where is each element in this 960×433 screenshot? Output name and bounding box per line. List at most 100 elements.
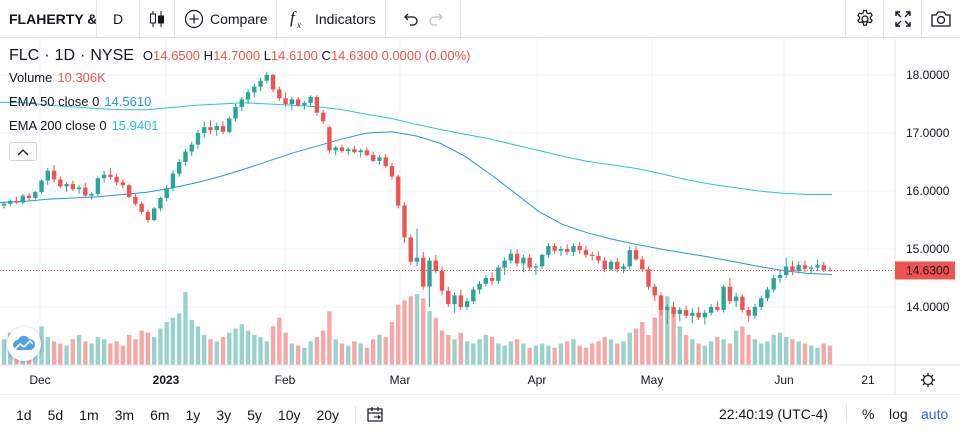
time-axis-label: 2023 [153, 373, 180, 387]
range-1y[interactable]: 1y [185, 406, 201, 423]
ema200-line [0, 101, 832, 195]
undo-icon[interactable] [401, 10, 419, 28]
price-chart[interactable]: 18.0000 17.0000 16.0000 15.0000 14.0000 14.63… [0, 39, 960, 395]
candle-body [815, 265, 820, 268]
volume-bar [539, 343, 545, 365]
range-5y[interactable]: 5y [247, 406, 262, 423]
redo-icon[interactable] [428, 10, 446, 28]
symbol-label: FLAHERTY & [9, 10, 97, 27]
volume-bar [633, 328, 639, 365]
settings-button[interactable] [845, 0, 883, 38]
candle-body [352, 149, 357, 153]
price-axis-label: 14.0000 [906, 300, 950, 314]
volume-bar [39, 326, 44, 365]
volume-bar [496, 343, 501, 365]
time-axis-label: Apr [528, 373, 547, 387]
divider [355, 405, 357, 424]
volume-bar [527, 347, 532, 365]
volume-bar [51, 341, 57, 365]
indicators-button[interactable]: f x Indicators [277, 0, 386, 38]
calendar-range-icon[interactable] [366, 406, 384, 424]
candle-body [195, 133, 201, 145]
volume-row[interactable]: Volume 10.306K [9, 68, 470, 88]
auto-scale-toggle[interactable]: auto [921, 406, 949, 422]
candle-body [33, 192, 38, 198]
candle-body [477, 283, 482, 290]
volume-bar [89, 343, 94, 365]
candle-body [533, 266, 539, 268]
volume-bar [752, 339, 758, 365]
volume-bar [214, 341, 219, 365]
compare-button[interactable]: Compare [175, 0, 277, 38]
range-6m[interactable]: 6m [150, 406, 170, 423]
volume-bar [433, 317, 438, 365]
volume-bar [421, 298, 426, 365]
candle-body [771, 278, 776, 290]
volume-bar [396, 304, 401, 365]
volume-bar [740, 326, 745, 365]
symbol-search-button[interactable]: FLAHERTY & [0, 0, 97, 38]
volume-bar [371, 339, 376, 365]
volume-bar [358, 343, 363, 365]
collapse-legend-button[interactable] [9, 142, 37, 161]
candle-body [120, 182, 126, 186]
candle-body [439, 271, 445, 291]
candle-body [733, 296, 739, 302]
chart-type-button[interactable] [140, 0, 175, 38]
volume-bar [283, 332, 288, 365]
volume-bar [590, 343, 595, 365]
volume-bar [295, 345, 301, 365]
candle-body [765, 289, 770, 299]
range-1d[interactable]: 1d [16, 406, 32, 423]
log-scale-toggle[interactable]: log [889, 406, 908, 422]
candle-body [502, 260, 507, 268]
percent-scale-toggle[interactable]: % [862, 406, 875, 422]
high-label: H [203, 48, 214, 63]
candle-body [690, 312, 695, 316]
clock-time[interactable]: 22:40:19 (UTC-4) [719, 406, 828, 422]
volume-bar [408, 296, 413, 365]
volume-bar [183, 291, 188, 365]
ema200-value: 15.9401 [111, 118, 159, 133]
volume-bar [270, 326, 276, 365]
volume-bar [477, 339, 482, 365]
range-20y[interactable]: 20y [316, 406, 340, 423]
range-10y[interactable]: 10y [277, 406, 301, 423]
volume-bar [802, 343, 808, 365]
candle-body [558, 249, 564, 251]
bottom-toolbar: 1d 5d 1m 3m 6m 1y 3y 5y 10y 20y 22:40:19… [0, 396, 960, 433]
candle-body [289, 99, 295, 104]
range-1m[interactable]: 1m [79, 406, 99, 423]
volume-bar [602, 337, 607, 365]
fullscreen-button[interactable] [883, 0, 921, 38]
volume-bar [70, 339, 76, 365]
axis-settings-icon[interactable] [921, 373, 935, 387]
candle-body [339, 147, 345, 151]
range-5d[interactable]: 5d [47, 406, 64, 423]
volume-bar [827, 345, 833, 365]
legend-exchange: NYSE [90, 47, 134, 64]
candle-body [1, 203, 7, 206]
interval-button[interactable]: D [97, 0, 140, 38]
volume-bar [771, 334, 776, 365]
volume-bar [252, 334, 257, 365]
ema200-row[interactable]: EMA 200 close 0 15.9401 [9, 116, 470, 136]
open-value: 14.6500 [153, 48, 201, 63]
range-3y[interactable]: 3y [216, 406, 232, 423]
volume-bar [258, 337, 263, 365]
candle-body [521, 257, 526, 264]
brand-logo[interactable] [7, 327, 41, 361]
candle-body [277, 89, 282, 99]
volume-bar [377, 334, 382, 365]
ema50-row[interactable]: EMA 50 close 0 14.5610 [9, 92, 470, 112]
candle-body [602, 260, 607, 270]
range-3m[interactable]: 3m [114, 406, 135, 423]
toolbar-right-group [845, 0, 960, 38]
add-circle-icon [184, 9, 204, 28]
volume-bar [552, 347, 557, 365]
ema50-line [0, 131, 833, 275]
volume-bar [677, 326, 683, 365]
volume-bar [665, 296, 670, 365]
low-value: 14.6100 [270, 48, 318, 63]
snapshot-button[interactable] [921, 0, 960, 38]
